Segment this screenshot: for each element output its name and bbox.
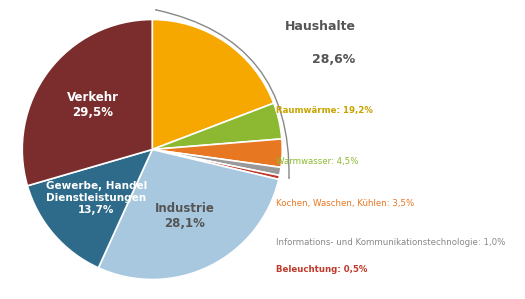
- Text: Gewerbe, Handel
Dienstleistungen
13,7%: Gewerbe, Handel Dienstleistungen 13,7%: [46, 181, 147, 215]
- FancyArrowPatch shape: [156, 10, 289, 178]
- Text: Kochen, Waschen, Kühlen: 3,5%: Kochen, Waschen, Kühlen: 3,5%: [276, 199, 414, 208]
- Wedge shape: [27, 150, 152, 268]
- Wedge shape: [152, 19, 274, 150]
- Text: Raumwärme: 19,2%: Raumwärme: 19,2%: [276, 106, 373, 115]
- Wedge shape: [152, 150, 281, 176]
- Text: Haushalte: Haushalte: [285, 20, 356, 33]
- Wedge shape: [152, 103, 282, 150]
- Text: Verkehr
29,5%: Verkehr 29,5%: [67, 91, 119, 119]
- Text: Industrie
28,1%: Industrie 28,1%: [155, 202, 215, 230]
- Wedge shape: [152, 150, 280, 179]
- Text: Warmwasser: 4,5%: Warmwasser: 4,5%: [276, 157, 358, 166]
- Wedge shape: [22, 19, 152, 186]
- Wedge shape: [152, 139, 282, 167]
- Text: 28,6%: 28,6%: [312, 53, 355, 66]
- Wedge shape: [98, 150, 279, 280]
- Text: Beleuchtung: 0,5%: Beleuchtung: 0,5%: [276, 265, 367, 274]
- Text: Informations- und Kommunikationstechnologie: 1,0%: Informations- und Kommunikationstechnolo…: [276, 238, 505, 247]
